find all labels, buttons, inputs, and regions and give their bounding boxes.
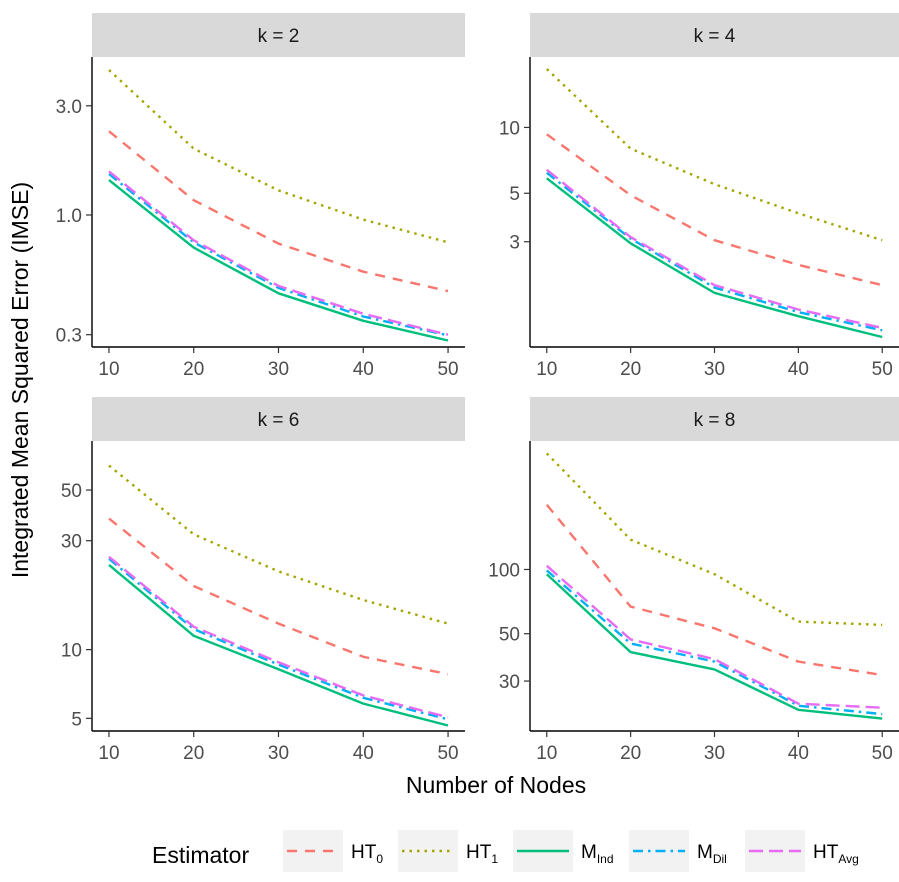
series-line-mdil xyxy=(108,557,449,721)
facet-strip-background xyxy=(530,397,899,441)
series-line-htavg xyxy=(546,168,883,330)
series-line-htavg xyxy=(108,555,449,719)
panel-k-8: k = 8 30 50 100 10 20 30 40 50 xyxy=(488,397,899,764)
legend-label: MDil xyxy=(697,842,727,866)
x-tick-label: 50 xyxy=(872,743,893,764)
x-tick-label: 40 xyxy=(788,359,809,380)
y-tick-label: 5 xyxy=(71,709,82,730)
facet-strip-background xyxy=(92,397,465,441)
y-tick-label: 5 xyxy=(509,184,520,205)
y-tick-label: 3.0 xyxy=(56,97,82,118)
facet-strip-label: k = 4 xyxy=(694,26,736,47)
legend-entry-ht0: HT0 xyxy=(283,830,383,872)
y-tick-label: 3 xyxy=(509,233,520,254)
x-tick-label: 30 xyxy=(704,359,725,380)
y-tick-label: 1.0 xyxy=(56,206,82,227)
panel-k-6: k = 6 5 10 30 50 10 20 30 40 50 xyxy=(61,397,465,764)
legend-entry-ht1: HT1 xyxy=(398,830,498,872)
x-axis-title: Number of Nodes xyxy=(406,772,586,798)
facet-strip-label: k = 8 xyxy=(694,410,736,431)
series-line-ht0 xyxy=(108,517,449,676)
series-line-mind xyxy=(108,563,449,727)
legend: HT0 HT1 MInd MDil HTAvg xyxy=(283,830,859,872)
x-tick-label: 40 xyxy=(353,359,374,380)
x-tick-label: 10 xyxy=(536,743,557,764)
series-line-ht1 xyxy=(545,452,883,627)
x-tick-label: 40 xyxy=(353,743,374,764)
series-line-ht0 xyxy=(108,130,449,293)
series-line-mind xyxy=(546,177,883,339)
y-tick-label: 30 xyxy=(499,672,520,693)
x-tick-label: 20 xyxy=(183,743,204,764)
series-line-mind xyxy=(108,179,449,342)
legend-label-subscript: Ind xyxy=(597,852,614,866)
y-tick-label: 30 xyxy=(61,532,82,553)
x-tick-label: 50 xyxy=(437,359,458,380)
x-tick-label: 10 xyxy=(98,359,119,380)
facet-panels: k = 2 0.3 1.0 3.0 10 20 30 40 50 k = 4 3 5 10 10 20 30 4… xyxy=(56,13,899,764)
legend-label: HT0 xyxy=(351,842,383,866)
series-line-mdil xyxy=(108,173,449,337)
series-line-ht0 xyxy=(545,504,883,677)
legend-label: HT1 xyxy=(466,842,498,866)
legend-entry-mind: MInd xyxy=(513,830,614,872)
legend-label: MInd xyxy=(581,842,614,866)
legend-label-subscript: 1 xyxy=(491,852,498,866)
series-line-mind xyxy=(545,573,883,720)
x-tick-label: 30 xyxy=(268,359,289,380)
x-tick-label: 40 xyxy=(788,743,809,764)
y-tick-label: 0.3 xyxy=(56,326,82,347)
x-tick-label: 10 xyxy=(536,359,557,380)
x-tick-label: 20 xyxy=(620,743,641,764)
y-tick-label: 10 xyxy=(61,641,82,662)
facet-strip-background xyxy=(530,13,899,57)
panel-k-4: k = 4 3 5 10 10 20 30 40 50 xyxy=(499,13,899,380)
facet-strip-background xyxy=(92,13,465,57)
y-tick-label: 10 xyxy=(499,118,520,139)
legend-title: Estimator xyxy=(152,842,249,868)
x-tick-label: 20 xyxy=(620,359,641,380)
y-tick-label: 50 xyxy=(61,481,82,502)
series-line-ht1 xyxy=(545,68,883,242)
x-tick-label: 50 xyxy=(437,743,458,764)
legend-label: HTAvg xyxy=(813,842,859,866)
panel-k-2: k = 2 0.3 1.0 3.0 10 20 30 40 50 xyxy=(56,13,465,380)
x-tick-label: 30 xyxy=(704,743,725,764)
legend-entry-htavg: HTAvg xyxy=(745,830,859,872)
series-line-ht0 xyxy=(546,133,883,287)
series-line-htavg xyxy=(108,170,449,336)
legend-entry-mdil: MDil xyxy=(629,830,727,872)
x-tick-label: 10 xyxy=(98,743,119,764)
legend-label-subscript: Avg xyxy=(838,852,858,866)
series-line-ht1 xyxy=(108,69,449,244)
facet-strip-label: k = 2 xyxy=(258,26,300,47)
x-tick-label: 30 xyxy=(268,743,289,764)
series-line-mdil xyxy=(546,171,883,332)
y-tick-label: 50 xyxy=(499,625,520,646)
legend-label-subscript: 0 xyxy=(376,852,383,866)
series-line-htavg xyxy=(546,564,883,709)
x-tick-label: 20 xyxy=(183,359,204,380)
legend-label-subscript: Dil xyxy=(713,852,727,866)
series-line-mdil xyxy=(546,569,883,716)
y-tick-label: 100 xyxy=(488,560,520,581)
x-tick-label: 50 xyxy=(872,359,893,380)
y-axis-title: Integrated Mean Squared Error (IMSE) xyxy=(7,182,33,578)
facet-strip-label: k = 6 xyxy=(258,410,300,431)
